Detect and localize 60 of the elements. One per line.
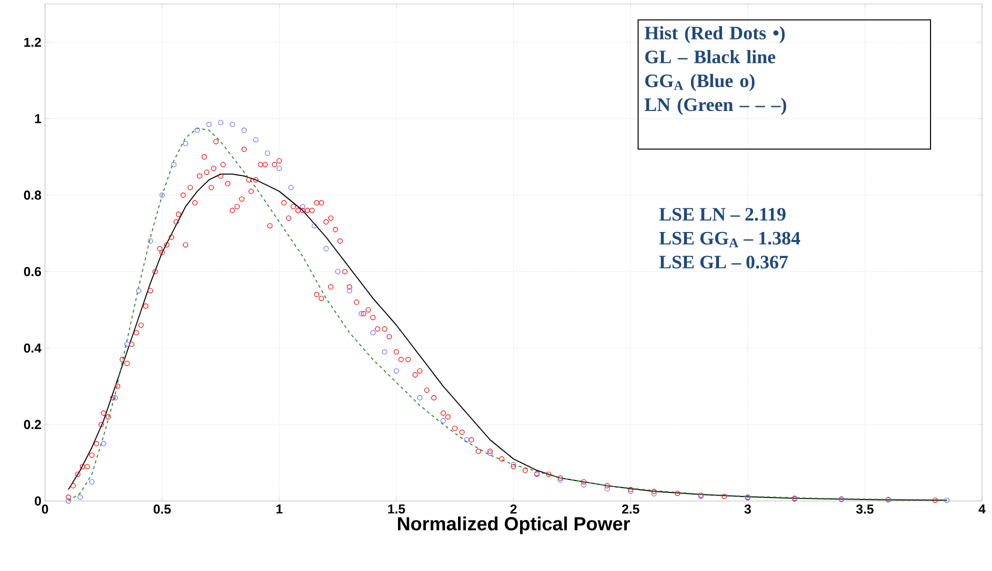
x-tick-label: 0.5 xyxy=(154,504,171,514)
point xyxy=(112,395,118,400)
y-tick-label: 0.4 xyxy=(24,343,42,353)
annotation: LSE GL – 0.367 xyxy=(659,256,788,269)
point xyxy=(230,122,236,128)
point xyxy=(358,311,364,316)
point xyxy=(171,162,176,168)
point xyxy=(253,137,258,142)
x-axis-title: Normalized Optical Power xyxy=(398,516,630,534)
x-tick-label: 3.5 xyxy=(856,504,874,514)
point xyxy=(194,128,200,133)
annotation: LSE LN – 2.119 xyxy=(659,208,786,221)
point xyxy=(182,140,188,146)
point xyxy=(276,166,282,172)
point xyxy=(288,184,294,190)
point xyxy=(323,246,329,252)
point xyxy=(440,418,446,424)
point xyxy=(136,288,142,294)
x-tick-label: 4 xyxy=(978,504,986,514)
point xyxy=(100,441,106,446)
point xyxy=(66,498,72,504)
y-tick-label: 0 xyxy=(34,496,41,506)
y-tick-label: 1 xyxy=(35,114,42,124)
point xyxy=(206,122,212,128)
point xyxy=(124,342,130,347)
x-tick-label: 2 xyxy=(510,504,517,514)
point xyxy=(148,238,154,244)
annotation: GG$_{A}$ (Blue o) xyxy=(645,74,754,92)
x-tick-label: 0 xyxy=(42,504,48,514)
x-tick-label: 2.5 xyxy=(622,504,640,514)
point xyxy=(417,395,422,400)
annotation: LN (Green – – –) xyxy=(644,98,786,115)
point xyxy=(346,288,352,294)
x-tick-label: 1.5 xyxy=(388,504,406,514)
point xyxy=(241,128,247,133)
point xyxy=(944,498,950,503)
point xyxy=(464,437,470,442)
point xyxy=(382,349,388,355)
y-tick-label: 0.6 xyxy=(24,267,42,276)
point xyxy=(89,479,94,485)
point xyxy=(300,204,306,210)
point xyxy=(159,192,165,198)
point xyxy=(264,150,270,156)
point xyxy=(651,491,657,496)
y-tick-label: 0.8 xyxy=(24,190,42,200)
y-tick-label: 0.2 xyxy=(24,420,41,430)
point xyxy=(78,494,83,500)
y-tick-label: 1.2 xyxy=(24,38,41,47)
point xyxy=(218,120,224,126)
point xyxy=(335,268,340,274)
x-tick-label: 1 xyxy=(276,504,282,514)
point xyxy=(581,482,586,488)
annotation: GL – Black line xyxy=(645,50,776,64)
point xyxy=(394,368,400,374)
x-tick-label: 3 xyxy=(744,504,751,514)
point xyxy=(370,330,376,336)
point xyxy=(604,486,610,492)
annotation: LSE GG$_{A}$ – 1.384 xyxy=(659,232,800,248)
point xyxy=(312,223,318,228)
annotation: Hist (Red Dots •) xyxy=(644,26,785,44)
